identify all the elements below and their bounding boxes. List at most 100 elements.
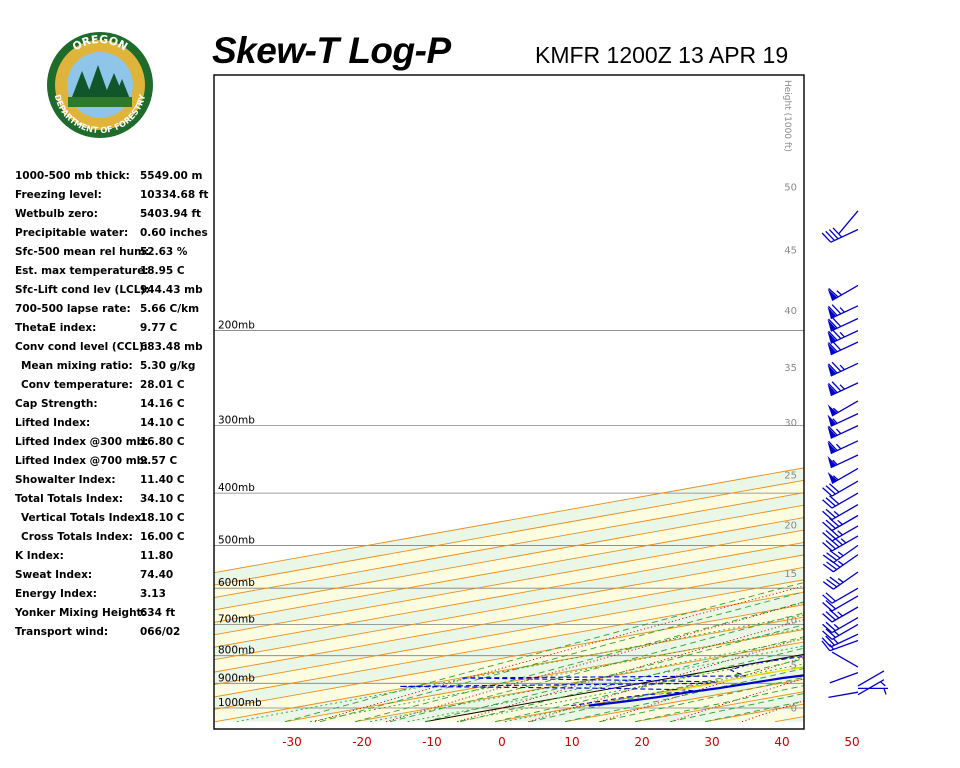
wind-barb xyxy=(827,454,859,469)
wind-barb xyxy=(822,544,859,564)
wind-barb-staff xyxy=(830,454,859,469)
pressure-label: 200mb xyxy=(218,320,255,332)
wind-barb-flag xyxy=(827,305,838,316)
isotherm-line xyxy=(214,579,804,686)
wind-barb xyxy=(822,492,859,509)
chart-title: Skew-T Log-P xyxy=(212,30,451,71)
temperature-tick-label: -30 xyxy=(282,735,302,749)
isotherm-line xyxy=(214,542,804,648)
index-value: 683.48 mb xyxy=(140,341,203,353)
height-tick-label: 35 xyxy=(784,363,797,374)
index-row: Est. max temperature: 18.95 C xyxy=(15,263,210,282)
index-row: Sfc-500 mean rel hum: 52.63 % xyxy=(15,244,210,263)
wind-barb xyxy=(821,633,859,648)
index-row: Vertical Totals Index: 18.10 C xyxy=(15,510,210,529)
wind-barb-half-flag xyxy=(833,510,840,517)
index-value: 34.10 C xyxy=(140,493,185,505)
wind-barb xyxy=(822,571,859,590)
wind-barb-flag xyxy=(825,628,836,638)
height-tick-label: 0 xyxy=(791,704,797,715)
wind-barb-staff xyxy=(831,514,859,532)
index-label: Sfc-500 mean rel hum: xyxy=(15,246,150,258)
index-value: 52.63 % xyxy=(140,246,188,258)
wind-barb-half-flag xyxy=(832,407,839,413)
wind-barb-flag xyxy=(822,630,833,640)
moist-adiabat-line xyxy=(284,581,804,723)
wind-barb xyxy=(827,284,859,301)
index-label: Wetbulb zero: xyxy=(15,208,98,220)
index-row: 700-500 lapse rate: 5.66 C/km xyxy=(15,301,210,320)
wind-barb-staff xyxy=(831,504,859,521)
wind-barb-staff xyxy=(833,544,859,564)
wind-barb-flag xyxy=(822,594,833,604)
index-row: Mean mixing ratio: 5.30 g/kg xyxy=(15,358,210,377)
wind-barb xyxy=(827,316,859,332)
temperature-band xyxy=(775,716,804,722)
wind-barb-flag xyxy=(829,495,840,505)
wind-barb-staff xyxy=(831,492,859,509)
pressure-label: 700mb xyxy=(218,613,255,625)
index-label: Yonker Mixing Height: xyxy=(15,607,146,619)
wind-barb-half-flag xyxy=(839,307,845,313)
wind-barb-flag xyxy=(827,318,838,329)
wind-barb-pennant xyxy=(827,342,837,355)
wind-barb-flag xyxy=(827,425,838,436)
index-label: Total Totals Index: xyxy=(15,493,123,505)
isotherm-line xyxy=(214,604,804,710)
index-row: Conv temperature: 28.01 C xyxy=(15,377,210,396)
wind-barb-flag xyxy=(825,508,836,519)
index-value: 16.00 C xyxy=(140,531,185,543)
wind-barb-staff xyxy=(831,467,859,484)
wind-barb-staff xyxy=(831,617,859,634)
index-label: Lifted Index @300 mb: xyxy=(15,436,149,448)
index-row: Cross Totals Index: 16.00 C xyxy=(15,529,210,548)
isotherm-line xyxy=(214,591,804,698)
temperature-band xyxy=(214,480,804,598)
wind-barb xyxy=(858,687,888,695)
wind-barb-half-flag xyxy=(835,443,842,450)
moist-adiabat-line xyxy=(600,676,804,723)
index-value: 11.80 xyxy=(140,550,174,562)
index-row: Total Totals Index: 34.10 C xyxy=(15,491,210,510)
index-label: Energy Index: xyxy=(15,588,97,600)
wind-barb-half-flag xyxy=(837,560,844,566)
wind-barb-half-flag xyxy=(837,519,843,525)
logo-text-top: OREGON xyxy=(70,33,130,54)
wind-barb-flag xyxy=(831,316,842,327)
logo-ground xyxy=(68,97,132,107)
index-label: Conv temperature: xyxy=(21,379,133,391)
wind-barb-flag xyxy=(826,552,838,561)
wind-barb-flag xyxy=(825,485,836,495)
temperature-band xyxy=(214,554,804,673)
stability-indices-panel: 1000-500 mb thick: 5549.00 m Freezing leve… xyxy=(15,168,210,643)
index-row: Sfc-Lift cond lev (LCL): 944.43 mb xyxy=(15,282,210,301)
wind-barb-flag xyxy=(827,440,838,451)
index-value: 14.16 C xyxy=(140,398,185,410)
plot-frame xyxy=(213,74,805,730)
pressure-label: 1000mb xyxy=(218,697,262,709)
height-tick-label: 50 xyxy=(784,182,797,193)
temperature-band xyxy=(214,517,804,635)
index-row: Showalter Index: 11.40 C xyxy=(15,472,210,491)
index-row: Lifted Index: 14.10 C xyxy=(15,415,210,434)
index-label: Precipitable water: xyxy=(15,227,129,239)
wind-barb-flag xyxy=(825,230,835,241)
wind-barb xyxy=(828,691,859,699)
wind-barb-flag xyxy=(827,382,838,394)
wind-barb-flag xyxy=(822,487,833,497)
temperature-tick-label: 50 xyxy=(844,735,859,749)
index-label: Showalter Index: xyxy=(15,474,116,486)
wind-barb-staff xyxy=(833,554,859,573)
index-value: 18.95 C xyxy=(140,265,185,277)
index-row: Yonker Mixing Height: 634 ft xyxy=(15,605,210,624)
wind-barb-flag xyxy=(829,576,841,586)
wind-barb-half-flag xyxy=(839,384,845,390)
wind-barb-flag xyxy=(829,549,841,559)
wind-barb-flag xyxy=(825,540,836,550)
wind-barb xyxy=(827,361,859,377)
index-row: Lifted Index @700 mb: 9.57 C xyxy=(15,453,210,472)
wind-barb-flag xyxy=(828,288,839,298)
wind-barb xyxy=(827,440,859,455)
mixing-ratio-line xyxy=(236,614,804,723)
